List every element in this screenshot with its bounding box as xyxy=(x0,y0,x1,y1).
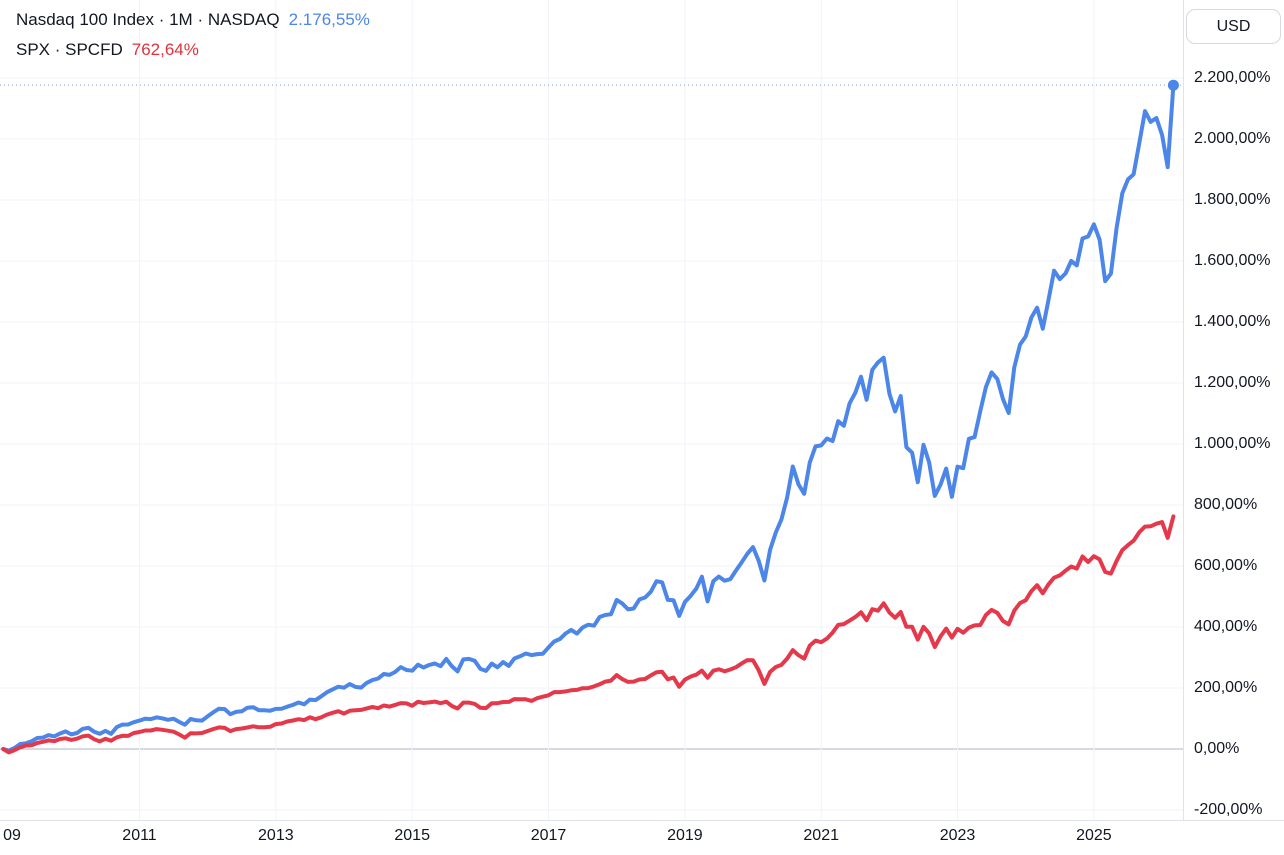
legend-spx-value: 762,64% xyxy=(131,40,199,59)
time-scale-separator xyxy=(0,820,1284,821)
time-tick-label-2025: 2025 xyxy=(1076,827,1112,844)
legend-nasdaq-title: Nasdaq 100 Index · 1M · NASDAQ xyxy=(16,10,280,29)
price-scale-separator xyxy=(1183,0,1184,820)
series-line-ndx[interactable] xyxy=(1,83,1176,753)
price-tick-label: 1.000,00% xyxy=(1194,435,1271,452)
time-tick-label-2015: 2015 xyxy=(394,827,430,844)
time-tick-label-2021: 2021 xyxy=(803,827,839,844)
price-tick-label: 1.800,00% xyxy=(1194,191,1271,208)
legend-nasdaq-value: 2.176,55% xyxy=(288,10,370,29)
currency-usd-button[interactable]: USD xyxy=(1186,9,1281,44)
price-tick-label: 1.400,00% xyxy=(1194,313,1271,330)
price-tick-label: 800,00% xyxy=(1194,496,1258,513)
time-tick-label-2019: 2019 xyxy=(667,827,703,844)
price-tick-label: 1.600,00% xyxy=(1194,252,1271,269)
price-tick-label: 200,00% xyxy=(1194,679,1258,696)
price-tick-label: 2.000,00% xyxy=(1194,130,1271,147)
price-tick-label: 400,00% xyxy=(1194,618,1258,635)
last-price-dot-ndx xyxy=(1167,79,1179,91)
legend-spx-title: SPX · SPCFD xyxy=(16,40,123,59)
time-tick-label-2011: 2011 xyxy=(122,827,157,844)
legend-row-nasdaq[interactable]: Nasdaq 100 Index · 1M · NASDAQ 2.176,55% xyxy=(16,10,370,40)
legend-row-spx[interactable]: SPX · SPCFD 762,64% xyxy=(16,40,370,70)
price-tick-label: 2.200,00% xyxy=(1194,69,1271,86)
price-tick-label: 600,00% xyxy=(1194,557,1258,574)
time-tick-label-2017: 2017 xyxy=(530,827,567,844)
price-tick-label: 0,00% xyxy=(1194,740,1240,757)
series-line-spx[interactable] xyxy=(1,514,1176,755)
price-tick-label: -200,00% xyxy=(1194,801,1263,818)
legend: Nasdaq 100 Index · 1M · NASDAQ 2.176,55%… xyxy=(16,10,370,70)
price-tick-label: 1.200,00% xyxy=(1194,374,1271,391)
time-tick-label-2023: 2023 xyxy=(939,827,976,844)
time-tick-label-2013: 2013 xyxy=(258,827,294,844)
time-scale[interactable]: 09 2011 2013 2015 2017 2019 2021 2023 2025 xyxy=(0,821,1284,855)
time-tick-label-09: 09 xyxy=(3,827,21,844)
price-scale[interactable]: 2.200,00% 2.000,00% 1.800,00% 1.600,00% 1.40… xyxy=(1183,0,1284,820)
